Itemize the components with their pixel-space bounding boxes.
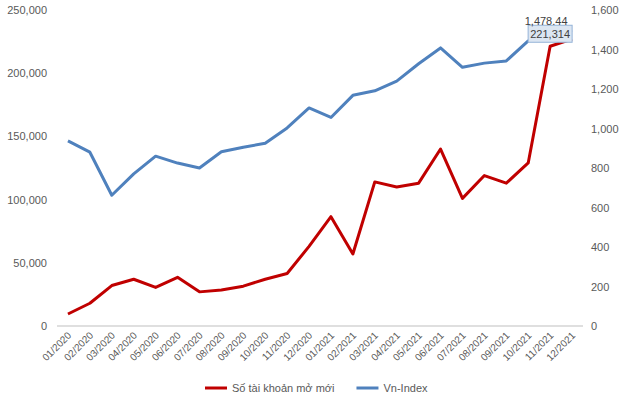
series-line — [68, 30, 572, 195]
data-label-box — [528, 25, 572, 42]
y-tick-label: 50,000 — [13, 257, 47, 269]
chart: 0 50,000 100,000 150,000 200,000 250,000 0 200 4… — [0, 0, 624, 404]
legend-swatch — [356, 387, 378, 390]
legend-label: Số tài khoản mở mới — [232, 382, 334, 394]
y2-tick-label: 1,600 — [591, 4, 619, 16]
y-tick-label: 150,000 — [7, 130, 47, 142]
data-label: 221,314 — [530, 28, 570, 40]
y2-tick-label: 1,200 — [591, 83, 619, 95]
series-line — [68, 39, 572, 314]
legend-swatch — [205, 387, 227, 390]
y2-tick-label: 200 — [591, 281, 609, 293]
y2-tick-label: 1,400 — [591, 44, 619, 56]
y-tick-label: 0 — [41, 320, 47, 332]
y-tick-label: 100,000 — [7, 194, 47, 206]
y-tick-label: 250,000 — [7, 4, 47, 16]
x-tick-label: 12/2021 — [544, 329, 578, 363]
y2-tick-label: 600 — [591, 202, 609, 214]
plot-area — [68, 30, 572, 314]
y2-tick-label: 400 — [591, 241, 609, 253]
y2-tick-label: 0 — [591, 320, 597, 332]
y-tick-label: 200,000 — [7, 67, 47, 79]
legend-label: Vn-Index — [383, 382, 428, 394]
x-axis — [57, 326, 583, 327]
y2-tick-label: 800 — [591, 162, 609, 174]
y2-tick-label: 1,000 — [591, 123, 619, 135]
data-label: 1,478.44 — [525, 15, 568, 27]
